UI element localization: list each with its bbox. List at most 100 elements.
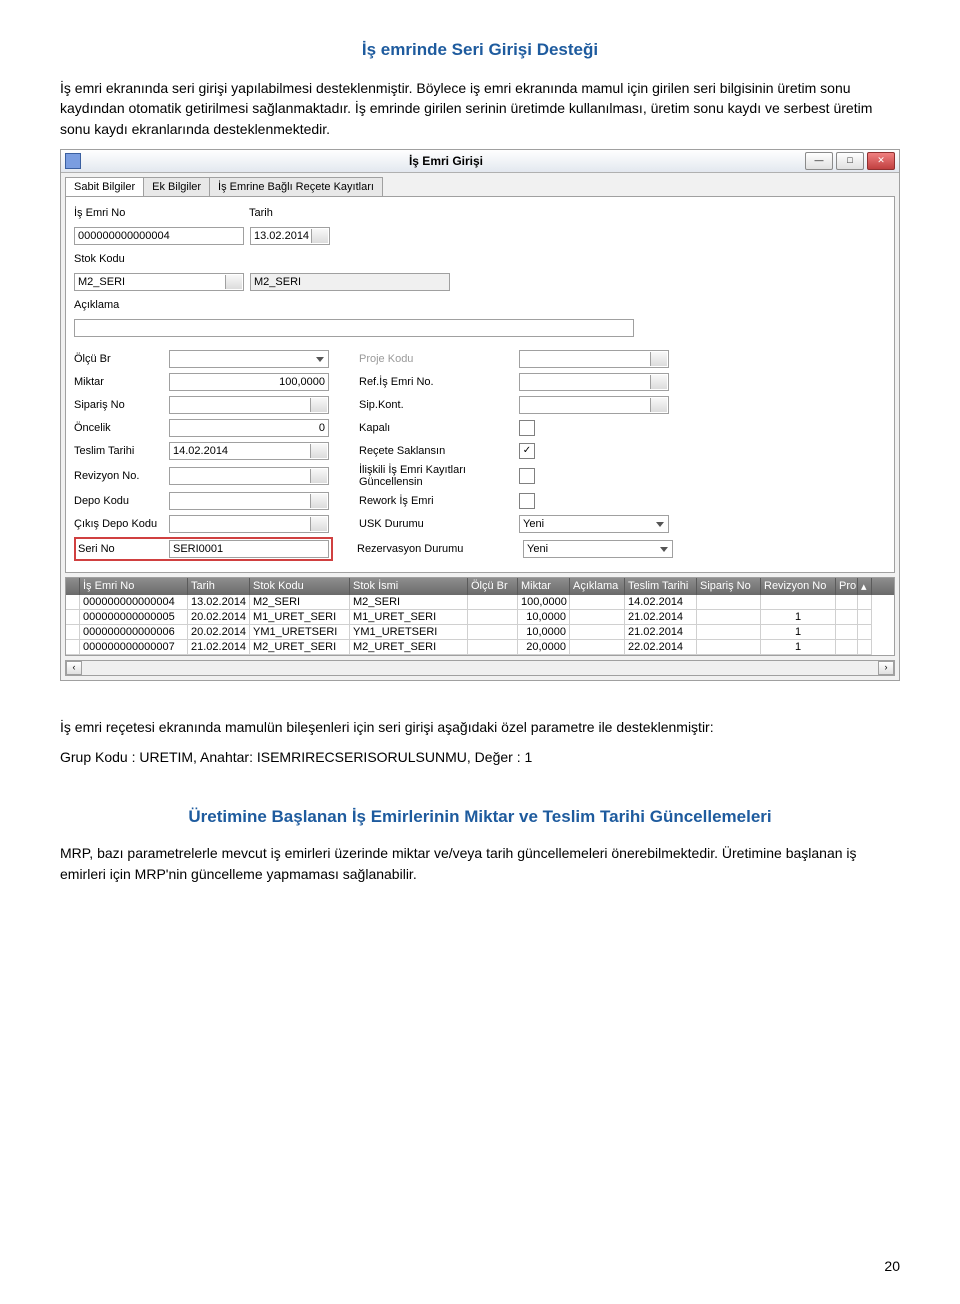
checkbox-kapali[interactable] xyxy=(519,420,535,436)
label-olcu-br: Ölçü Br xyxy=(74,353,169,365)
label-tarih: Tarih xyxy=(249,207,299,219)
checkbox-recete-saklansin[interactable]: ✓ xyxy=(519,443,535,459)
page-number: 20 xyxy=(884,1258,900,1274)
input-ref-is-emri-no[interactable] xyxy=(519,373,669,391)
label-iliskili-guncellensin: İlişkili İş Emri Kayıtları Güncellensin xyxy=(329,464,519,488)
section-heading-2: Üretimine Başlanan İş Emirlerinin Miktar… xyxy=(60,807,900,827)
window-titlebar: İş Emri Girişi — □ ✕ xyxy=(61,150,899,173)
grid-col-c0[interactable] xyxy=(66,578,80,595)
input-siparis-no[interactable] xyxy=(169,396,329,414)
grid-cell: 000000000000004 xyxy=(80,595,188,610)
select-usk-durumu[interactable]: Yeni xyxy=(519,515,669,533)
label-kapali: Kapalı xyxy=(329,422,519,434)
input-proje-kodu[interactable] xyxy=(519,350,669,368)
grid-col-c9[interactable]: Sipariş No xyxy=(697,578,761,595)
scroll-right-button[interactable]: › xyxy=(878,661,894,675)
grid-cell: M2_SERI xyxy=(350,595,468,610)
checkbox-iliskili[interactable] xyxy=(519,468,535,484)
tab-sabit-bilgiler[interactable]: Sabit Bilgiler xyxy=(65,177,144,196)
input-is-emri-no[interactable]: 000000000000004 xyxy=(74,227,244,245)
grid-cell xyxy=(697,640,761,655)
grid-col-c5[interactable]: Ölçü Br xyxy=(468,578,518,595)
seri-no-highlight: Seri No SERI0001 xyxy=(74,537,333,561)
grid-cell xyxy=(697,610,761,625)
scroll-left-button[interactable]: ‹ xyxy=(66,661,82,675)
grid-col-c1[interactable]: İş Emri No xyxy=(80,578,188,595)
close-button[interactable]: ✕ xyxy=(867,152,895,170)
window-controls: — □ ✕ xyxy=(805,152,895,170)
grid-col-c4[interactable]: Stok İsmi xyxy=(350,578,468,595)
grid-cell xyxy=(697,595,761,610)
input-aciklama[interactable] xyxy=(74,319,634,337)
input-teslim-tarihi[interactable]: 14.02.2014 xyxy=(169,442,329,460)
input-depo-kodu[interactable] xyxy=(169,492,329,510)
grid-col-c12[interactable]: ▴ xyxy=(858,578,872,595)
grid-row[interactable]: 00000000000000520.02.2014M1_URET_SERIM1_… xyxy=(66,610,894,625)
paragraph-3: Grup Kodu : URETIM, Anahtar: ISEMRIRECSE… xyxy=(60,747,900,767)
grid-cell: 20.02.2014 xyxy=(188,610,250,625)
grid-cell xyxy=(836,625,858,640)
grid-col-c7[interactable]: Açıklama xyxy=(570,578,625,595)
grid-cell xyxy=(836,640,858,655)
display-stok-ismi: M2_SERI xyxy=(250,273,450,291)
grid-cell: 10,0000 xyxy=(518,625,570,640)
paragraph-2: İş emri reçetesi ekranında mamulün bileş… xyxy=(60,717,900,737)
label-rework: Rework İş Emri xyxy=(329,495,519,507)
minimize-button[interactable]: — xyxy=(805,152,833,170)
grid-row[interactable]: 00000000000000721.02.2014M2_URET_SERIM2_… xyxy=(66,640,894,655)
input-seri-no[interactable]: SERI0001 xyxy=(169,540,329,558)
input-sip-kont[interactable] xyxy=(519,396,669,414)
grid-col-c6[interactable]: Miktar xyxy=(518,578,570,595)
grid-cell xyxy=(570,595,625,610)
maximize-button[interactable]: □ xyxy=(836,152,864,170)
window-icon xyxy=(65,153,81,169)
form-panel: İş Emri No Tarih 000000000000004 13.02.2… xyxy=(65,196,895,573)
label-is-emri-no: İş Emri No xyxy=(74,207,169,219)
grid-cell xyxy=(570,640,625,655)
grid-col-c10[interactable]: Revizyon No xyxy=(761,578,836,595)
paragraph-4: MRP, bazı parametrelerle mevcut iş emirl… xyxy=(60,843,900,884)
grid-col-c3[interactable]: Stok Kodu xyxy=(250,578,350,595)
select-rezervasyon-durumu[interactable]: Yeni xyxy=(523,540,673,558)
label-usk-durumu: USK Durumu xyxy=(329,518,519,530)
input-miktar[interactable]: 100,0000 xyxy=(169,373,329,391)
grid-cell xyxy=(836,595,858,610)
grid-cell: M2_URET_SERI xyxy=(350,640,468,655)
label-oncelik: Öncelik xyxy=(74,422,169,434)
grid-col-c2[interactable]: Tarih xyxy=(188,578,250,595)
tabstrip: Sabit Bilgiler Ek Bilgiler İş Emrine Bağ… xyxy=(61,173,899,196)
grid-cell: 22.02.2014 xyxy=(625,640,697,655)
tab-recete-kayitlari[interactable]: İş Emrine Bağlı Reçete Kayıtları xyxy=(209,177,383,196)
label-sip-kont: Sip.Kont. xyxy=(329,399,519,411)
select-olcu-br[interactable] xyxy=(169,350,329,368)
tab-ek-bilgiler[interactable]: Ek Bilgiler xyxy=(143,177,210,196)
grid-cell xyxy=(858,595,872,610)
scroll-track[interactable] xyxy=(82,661,878,675)
input-tarih[interactable]: 13.02.2014 xyxy=(250,227,330,245)
horizontal-scrollbar[interactable]: ‹ › xyxy=(65,660,895,676)
checkbox-rework[interactable] xyxy=(519,493,535,509)
input-cikis-depo-kodu[interactable]: 0 xyxy=(169,515,329,533)
input-oncelik[interactable]: 0 xyxy=(169,419,329,437)
label-revizyon-no: Revizyon No. xyxy=(74,470,169,482)
intro-paragraph-1: İş emri ekranında seri girişi yapılabilm… xyxy=(60,78,900,139)
input-revizyon-no[interactable] xyxy=(169,467,329,485)
grid-cell: M2_URET_SERI xyxy=(250,640,350,655)
grid-cell: 000000000000007 xyxy=(80,640,188,655)
grid-cell: 21.02.2014 xyxy=(188,640,250,655)
grid-cell xyxy=(468,625,518,640)
grid-cell xyxy=(858,640,872,655)
is-emri-grid: İş Emri NoTarihStok KoduStok İsmiÖlçü Br… xyxy=(65,577,895,656)
grid-cell: 21.02.2014 xyxy=(625,610,697,625)
grid-cell: M2_SERI xyxy=(250,595,350,610)
input-stok-kodu[interactable]: M2_SERI xyxy=(74,273,244,291)
grid-cell: 13.02.2014 xyxy=(188,595,250,610)
grid-cell xyxy=(761,595,836,610)
label-ref-is-emri-no: Ref.İş Emri No. xyxy=(329,376,519,388)
label-cikis-depo-kodu: Çıkış Depo Kodu xyxy=(74,518,169,530)
grid-col-c8[interactable]: Teslim Tarihi xyxy=(625,578,697,595)
grid-col-c11[interactable]: Pro xyxy=(836,578,858,595)
is-emri-girisi-window: İş Emri Girişi — □ ✕ Sabit Bilgiler Ek B… xyxy=(60,149,900,681)
grid-row[interactable]: 00000000000000413.02.2014M2_SERIM2_SERI1… xyxy=(66,595,894,610)
grid-row[interactable]: 00000000000000620.02.2014YM1_URETSERIYM1… xyxy=(66,625,894,640)
